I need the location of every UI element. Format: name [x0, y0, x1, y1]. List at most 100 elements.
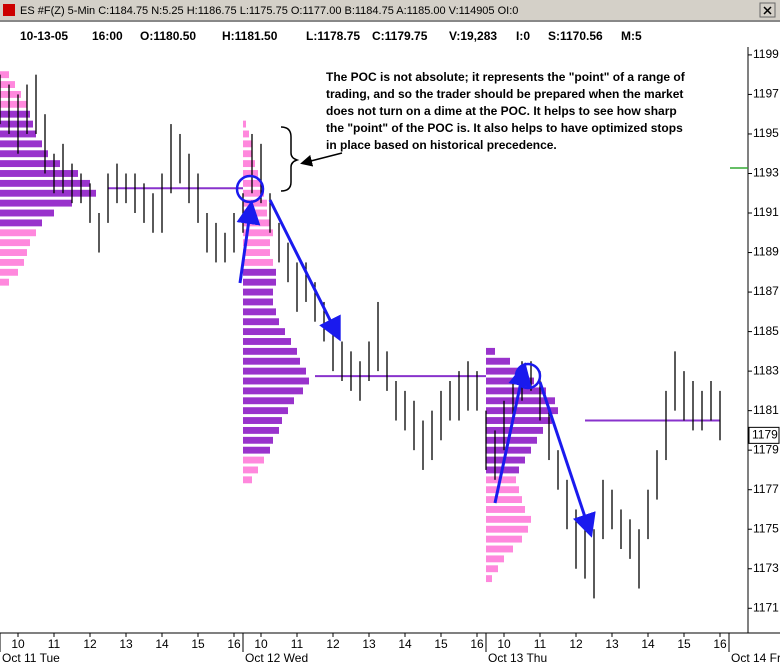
y-tick-label: 1181: [753, 403, 779, 417]
profile-row: [243, 338, 291, 345]
x-tick-label: 14: [398, 637, 412, 651]
info-field: C:1179.75: [372, 29, 428, 43]
profile-row: [243, 160, 255, 168]
annotation-line: in place based on historical precedence.: [326, 138, 557, 152]
x-tick-label: 14: [641, 637, 655, 651]
profile-row: [0, 239, 30, 247]
x-tick-label: 11: [291, 637, 304, 651]
profile-row: [243, 189, 264, 197]
y-tick-label: 1179: [753, 442, 779, 456]
profile-row: [243, 268, 276, 276]
profile-row: [243, 446, 270, 454]
info-field: M:5: [621, 29, 642, 43]
profile-row: [243, 318, 279, 326]
profile-row: [486, 367, 522, 375]
arrow: [493, 362, 532, 504]
profile-row: [243, 249, 270, 256]
x-tick-label: 12: [569, 637, 583, 651]
x-tick-label: 15: [677, 637, 691, 651]
profile-row: [0, 179, 90, 187]
profile-row: [486, 496, 522, 504]
profile-row: [0, 199, 72, 207]
profile-row: [243, 387, 303, 395]
profile-row: [0, 150, 48, 158]
x-tick-label: 15: [191, 637, 205, 651]
profile-row: [243, 170, 258, 177]
arrow: [236, 200, 261, 284]
arrow: [538, 381, 596, 538]
info-field: 10-13-05: [20, 29, 68, 43]
profile-row: [0, 189, 96, 197]
profile-row: [243, 308, 276, 316]
title-bar: [0, 0, 780, 20]
y-tick-label: 1185: [753, 324, 779, 338]
profile-row: [486, 565, 498, 573]
profile-row: [243, 150, 252, 158]
profile-row: [486, 397, 555, 405]
profile-row: [0, 120, 33, 128]
profile-row: [0, 278, 9, 286]
profile-row: [243, 328, 285, 336]
annotation-line: the "point" of the POC is. It also helps…: [326, 121, 683, 135]
y-tick-label: 1187: [753, 284, 779, 298]
profile-row: [243, 130, 249, 138]
profile-row: [486, 407, 558, 415]
x-tick-label: 10: [497, 637, 511, 651]
profile-row: [243, 476, 252, 484]
y-tick-label: 1183: [753, 363, 779, 377]
profile-row: [243, 229, 273, 237]
y-tick-label: 1197: [753, 87, 779, 101]
last-price-label: 1179: [752, 428, 778, 442]
profile-row: [0, 160, 60, 168]
profile-row: [0, 71, 9, 79]
profile-row: [243, 377, 309, 385]
profile-row: [486, 506, 525, 513]
info-field: S:1170.56: [548, 29, 603, 43]
profile-row: [486, 347, 495, 355]
x-tick-label: 10: [11, 637, 25, 651]
profile-row: [243, 347, 297, 355]
profile-row: [0, 258, 24, 266]
y-tick-label: 1191: [753, 205, 779, 219]
info-field: V:19,283: [449, 29, 497, 43]
profile-row: [0, 229, 36, 237]
profile-row: [243, 456, 264, 464]
arrow: [268, 199, 341, 342]
profile-row: [486, 555, 504, 563]
profile-row: [486, 387, 546, 395]
x-tick-label: 14: [155, 637, 169, 651]
y-tick-label: 1177: [753, 482, 779, 496]
brace: [280, 126, 300, 192]
x-tick-label: 15: [434, 637, 448, 651]
profile-row: [0, 140, 42, 148]
y-tick-label: 1189: [753, 245, 779, 259]
profile-row: [0, 100, 27, 108]
profile-row: [243, 120, 246, 128]
profile-row: [0, 170, 78, 177]
day-label: Oct 12 Wed: [245, 651, 308, 665]
last-price-box: [748, 426, 780, 444]
y-tick-label: 1193: [753, 166, 779, 180]
profile-row: [0, 81, 15, 88]
x-tick-label: 13: [362, 637, 376, 651]
profile-row: [486, 357, 510, 365]
info-field: L:1178.75: [306, 29, 360, 43]
annotation-line: does not turn on a dime at the POC. It h…: [326, 104, 677, 118]
arrow: [300, 152, 343, 167]
profile-row: [243, 288, 273, 296]
window-title: ES #F(Z) 5-Min C:1184.75 N:5.25 H:1186.7…: [20, 5, 518, 17]
x-tick-label: 11: [48, 637, 61, 651]
profile-row: [243, 357, 300, 365]
profile-row: [243, 466, 258, 474]
profile-row: [0, 90, 21, 98]
separator: [0, 20, 780, 22]
profile-row: [486, 515, 531, 523]
profile-row: [0, 110, 30, 118]
profile-row: [486, 417, 552, 424]
profile-row: [486, 436, 537, 444]
profile-row: [243, 140, 252, 148]
profile-row: [486, 426, 543, 434]
day-label: Oct 14 Fr: [731, 651, 780, 665]
annotation-text: The POC is not absolute; it represents t…: [326, 70, 686, 152]
y-tick-label: 1173: [753, 561, 779, 575]
